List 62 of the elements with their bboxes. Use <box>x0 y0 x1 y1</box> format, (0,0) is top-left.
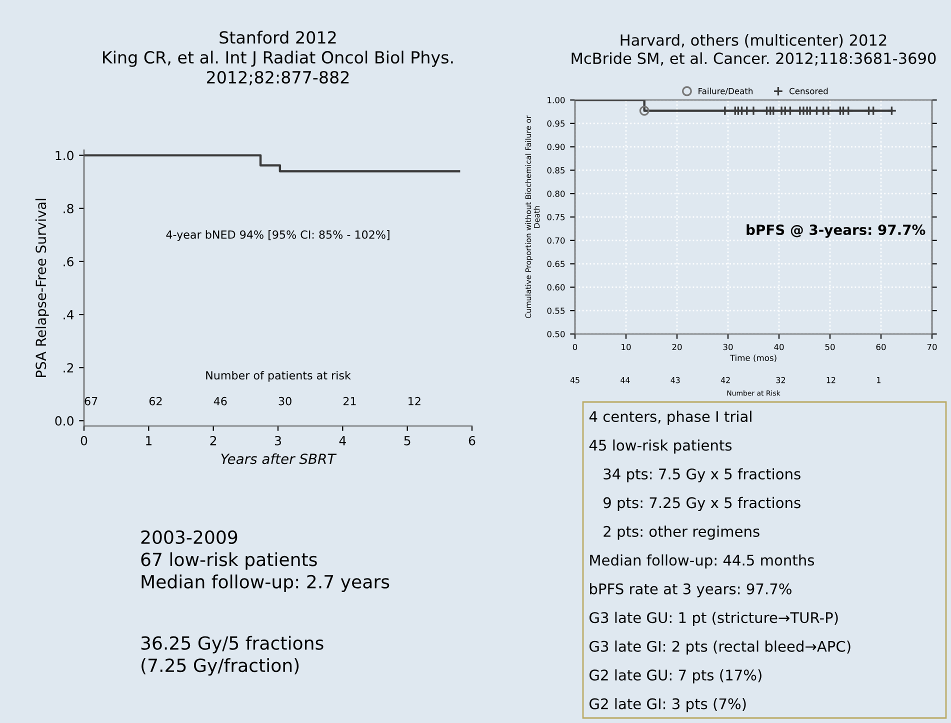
y-tick-label: .2 <box>64 363 74 372</box>
y-tick-label: .8 <box>64 204 74 214</box>
y-tick-label: 0.55 <box>547 308 565 314</box>
text: 2 pts: other regimens <box>604 526 760 540</box>
annotation: 62 <box>149 396 162 406</box>
text: 4 centers, phase I trial <box>589 410 752 425</box>
x-tick-label: 1 <box>146 436 152 446</box>
x-tick-label: 30 <box>723 344 733 350</box>
legend-label: Censored <box>790 88 828 94</box>
y-tick-label: .6 <box>64 256 74 266</box>
x-tick-label: 60 <box>876 344 886 350</box>
text: 9 pts: 7.25 Gy x 5 fractions <box>604 496 800 512</box>
x-tick-label: 40 <box>774 344 784 350</box>
annotation: 12 <box>408 396 420 406</box>
x-tick-label: 5 <box>404 436 410 446</box>
y-tick-label: 0.65 <box>547 260 565 268</box>
y-axis-title: PSA Relapse-Free Survival <box>35 198 49 378</box>
x-tick-label: 0 <box>80 436 88 446</box>
y-tick-label: 0.50 <box>547 330 565 338</box>
text: 45 44 43 42 32 12 1 <box>570 376 880 384</box>
annotation: 67 <box>84 396 98 406</box>
y-tick-label: 0.95 <box>547 120 565 127</box>
text: G3 late GI: 2 pts (rectal bleed→APC) <box>590 640 850 655</box>
annotation: 21 <box>343 396 356 406</box>
y-tick-label: 0.90 <box>547 144 565 150</box>
text: 45 low-risk patients <box>589 439 732 454</box>
x-tick-label: 70 <box>927 344 937 350</box>
text: G2 late GU: 7 pts (17%) <box>590 669 762 684</box>
text: Median follow-up: 44.5 months <box>590 554 814 568</box>
annotation: 4-year bNED 94% [95% CI: 85% - 102%] <box>166 230 390 241</box>
text: 36.25 Gy/5 fractions (7.25 Gy/fraction) <box>141 636 324 676</box>
y-tick-label: 0.70 <box>547 237 565 244</box>
x-tick-label: 50 <box>825 344 835 350</box>
y-tick-label: 1.0 <box>56 150 74 160</box>
y-tick-label: .4 <box>64 310 74 320</box>
legend-label: Failure/Death <box>698 88 753 95</box>
x-tick-label: 6 <box>468 436 476 446</box>
x-tick-label: 2 <box>210 436 216 446</box>
x-tick-label: 0 <box>572 344 578 350</box>
chart-title: Harvard, others (multicenter) 2012 McBride SM, et al. Cancer. 2012;118:3681-3690 <box>572 34 936 66</box>
annotation: 46 <box>214 396 227 406</box>
x-tick-label: 10 <box>622 344 631 350</box>
x-axis-title: Time (mos) <box>730 354 776 362</box>
x-axis-title: Years after SBRT <box>221 453 337 464</box>
chart-title: Stanford 2012 King CR, et al. Int J Radiat Oncol Biol Phys. 2012;82:877-882 <box>103 30 453 86</box>
annotation: 30 <box>278 396 292 406</box>
text: 2003-2009 67 low-risk patients Median follow-up: 2.7 years <box>141 530 390 592</box>
text: G2 late GI: 3 pts (7%) <box>590 698 746 712</box>
x-tick-label: 3 <box>274 436 281 446</box>
text: bPFS rate at 3 years: 97.7% <box>590 583 792 598</box>
y-tick-label: 0.75 <box>547 214 565 220</box>
x-tick-label: 4 <box>339 436 346 446</box>
y-tick-label: 0.85 <box>547 167 565 174</box>
x-tick-label: 20 <box>672 344 682 350</box>
y-tick-label: 0.60 <box>547 284 565 290</box>
y-tick-label: 1.00 <box>548 96 565 104</box>
text: G3 late GU: 1 pt (stricture→TUR-P) <box>590 612 838 626</box>
y-tick-label: 0.80 <box>547 190 565 197</box>
annotation: Number of patients at risk <box>206 370 351 382</box>
annotation: bPFS @ 3-years: 97.7% <box>746 224 926 238</box>
y-tick-label: 0.0 <box>55 416 74 426</box>
text: 34 pts: 7.5 Gy x 5 fractions <box>604 468 800 482</box>
